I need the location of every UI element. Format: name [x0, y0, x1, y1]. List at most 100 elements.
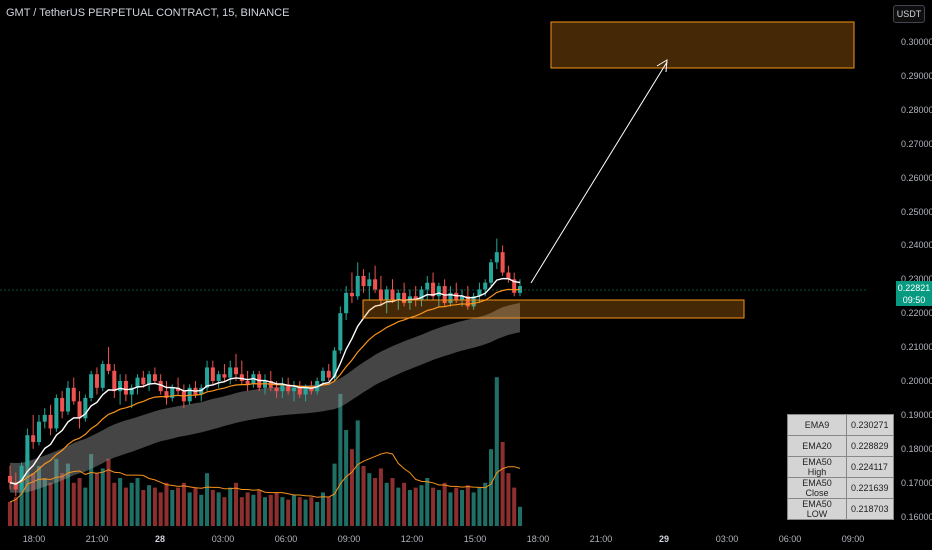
- volume-bar: [477, 487, 482, 526]
- candle: [413, 286, 418, 307]
- volume-bar: [118, 478, 123, 526]
- volume-bar: [123, 487, 128, 526]
- candle: [233, 353, 239, 381]
- ema-name: EMA20: [787, 435, 847, 457]
- candle: [77, 391, 82, 429]
- time-tick: 09:00: [841, 534, 865, 544]
- volume-bar: [280, 497, 285, 526]
- volume-bar: [71, 482, 76, 526]
- price-tick: 0.19000: [901, 409, 932, 420]
- ema-name: EMA50 LOW: [787, 498, 847, 520]
- candle: [60, 391, 65, 419]
- candle: [425, 275, 430, 300]
- candle: [19, 462, 24, 493]
- candle: [48, 404, 53, 436]
- volume-bar: [7, 502, 13, 526]
- volume-bar: [407, 490, 412, 526]
- ema-table-row: EMA50 Close 0.221639: [787, 477, 894, 499]
- volume-bar: [89, 454, 94, 526]
- volume-bar: [205, 473, 210, 526]
- price-tick: 0.17000: [901, 477, 932, 488]
- volume-bar: [19, 482, 24, 526]
- volume-bar: [193, 487, 198, 526]
- volume-bar: [425, 478, 430, 526]
- price-tick: 0.24000: [901, 240, 932, 251]
- candle: [152, 367, 157, 385]
- volume-bar: [36, 466, 42, 526]
- candle: [390, 279, 395, 304]
- candle: [228, 360, 233, 385]
- volume-bar: [31, 473, 36, 526]
- volume-bar: [361, 466, 366, 526]
- time-tick: 21:00: [85, 534, 109, 544]
- candle: [245, 370, 250, 392]
- volume-bar: [100, 468, 105, 526]
- ema-table-row: EMA50 High 0.224117: [787, 456, 894, 478]
- last-price-tag: 0.22821 09:50: [896, 281, 932, 306]
- projection-arrow[interactable]: [530, 61, 668, 284]
- volume-bar: [164, 482, 169, 526]
- volume-bar: [349, 449, 354, 526]
- volume-bar: [65, 463, 70, 526]
- volume-bar: [448, 492, 453, 526]
- price-tick: 0.29000: [901, 70, 932, 81]
- volume-bar: [48, 482, 53, 526]
- volume-bar: [158, 492, 163, 526]
- candle: [367, 272, 372, 300]
- candle: [239, 360, 244, 385]
- support-zone[interactable]: [362, 299, 745, 319]
- currency-button[interactable]: USDT: [893, 5, 925, 23]
- volume-bar: [378, 468, 383, 526]
- volume-bar: [402, 482, 407, 526]
- target-zone[interactable]: [550, 21, 855, 69]
- volume-bar: [135, 478, 140, 526]
- volume-bar: [297, 497, 302, 526]
- candle: [280, 377, 285, 398]
- time-tick: 06:00: [274, 534, 298, 544]
- volume-bar: [262, 497, 268, 526]
- volume-bar: [460, 490, 465, 526]
- candle: [326, 364, 331, 381]
- ema-value: 0.218703: [846, 498, 894, 520]
- volume-bar: [483, 482, 488, 526]
- ema-table-row: EMA50 LOW 0.218703: [787, 498, 894, 520]
- time-tick: 06:00: [778, 534, 802, 544]
- volume-bar: [83, 487, 88, 526]
- candle: [506, 265, 511, 283]
- price-axis[interactable]: 0.30000 0.29000 0.28000 0.27000 0.26000 0.250…: [868, 30, 932, 526]
- volume-bar: [436, 490, 441, 526]
- candle: [500, 245, 505, 276]
- time-axis[interactable]: 18:00 21:00 28 03:00 06:00 09:00 12:00 15:00 18:…: [0, 526, 868, 550]
- candle: [135, 374, 140, 395]
- volume-bar: [42, 478, 47, 526]
- price-tick: 0.16000: [901, 511, 932, 522]
- volume-bar: [268, 494, 273, 526]
- ema-value: 0.230271: [846, 414, 894, 436]
- time-tick: 15:00: [463, 534, 487, 544]
- candle: [199, 384, 204, 402]
- candle: [320, 367, 325, 385]
- volume-bar: [471, 492, 476, 526]
- price-tick: 0.26000: [901, 172, 932, 183]
- candle: [216, 370, 221, 388]
- volume-bar: [390, 478, 395, 526]
- candle: [448, 286, 453, 307]
- volume-bar: [170, 490, 175, 526]
- volume-bar: [147, 485, 152, 526]
- volume-bar: [77, 478, 82, 526]
- volume-bar: [210, 490, 215, 526]
- volume-bar: [274, 492, 279, 526]
- ema-value: 0.228829: [846, 435, 894, 457]
- last-price-value: 0.22821: [897, 283, 931, 293]
- candle: [164, 381, 169, 405]
- candle: [129, 384, 134, 409]
- ema20-line: [9, 288, 521, 484]
- price-tick: 0.20000: [901, 376, 932, 386]
- candle: [402, 282, 407, 307]
- candle: [112, 364, 117, 398]
- price-chart[interactable]: [0, 0, 868, 526]
- volume-bar: [233, 482, 239, 526]
- candle: [187, 384, 192, 405]
- candle: [176, 377, 181, 395]
- candle: [36, 414, 42, 446]
